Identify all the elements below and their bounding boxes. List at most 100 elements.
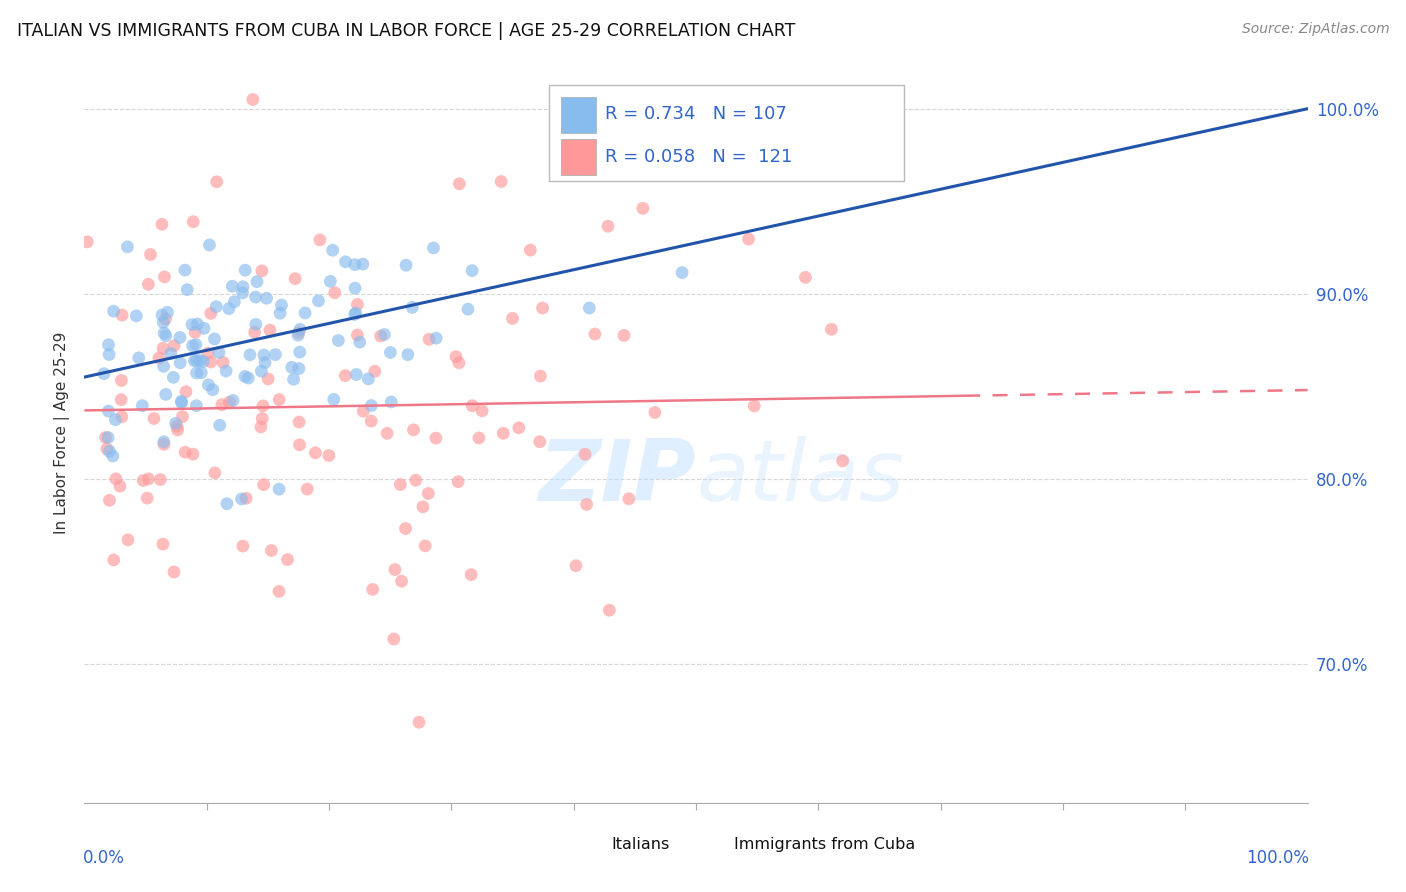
Point xyxy=(117,240,139,254)
Point xyxy=(233,263,256,277)
Point xyxy=(323,285,346,300)
Point xyxy=(269,306,291,320)
Point xyxy=(181,338,204,352)
Point xyxy=(671,266,693,280)
Point xyxy=(831,454,853,468)
Point xyxy=(250,420,273,434)
Point xyxy=(97,404,120,418)
Point xyxy=(246,275,269,289)
Point xyxy=(252,399,274,413)
Point xyxy=(370,329,392,343)
Point xyxy=(288,361,311,376)
Point xyxy=(218,395,240,409)
Point xyxy=(215,497,238,511)
Point xyxy=(211,398,233,412)
Point xyxy=(253,348,276,362)
Point xyxy=(270,298,292,312)
Point xyxy=(152,537,174,551)
Point xyxy=(396,348,419,362)
Point xyxy=(148,351,170,365)
Text: 100.0%: 100.0% xyxy=(1246,848,1309,867)
Point xyxy=(508,421,530,435)
Point xyxy=(165,416,187,430)
Bar xyxy=(702,834,728,855)
Point xyxy=(172,409,194,424)
Point xyxy=(344,306,367,320)
Point xyxy=(184,337,207,351)
Point xyxy=(200,355,222,369)
Point xyxy=(260,543,283,558)
Point xyxy=(96,442,118,456)
Point xyxy=(287,326,309,340)
Point xyxy=(287,328,309,343)
Point xyxy=(501,311,523,326)
Point xyxy=(117,533,139,547)
Point xyxy=(457,302,479,317)
Point xyxy=(197,346,219,360)
Point xyxy=(360,414,382,428)
Point xyxy=(264,348,287,362)
Point xyxy=(245,318,267,332)
Point xyxy=(149,473,172,487)
Point xyxy=(162,370,184,384)
Point xyxy=(335,255,357,269)
Point xyxy=(104,472,127,486)
Point xyxy=(596,219,619,234)
Point xyxy=(820,322,842,336)
Point xyxy=(155,311,177,326)
Point xyxy=(529,434,551,449)
Point xyxy=(492,426,515,441)
Point xyxy=(181,215,204,229)
Point xyxy=(186,317,208,331)
Point xyxy=(176,283,198,297)
Point xyxy=(76,235,98,249)
Point xyxy=(617,491,640,506)
Point xyxy=(284,271,307,285)
Point xyxy=(519,243,541,257)
Point xyxy=(394,522,416,536)
Text: Italians: Italians xyxy=(612,837,669,852)
Point xyxy=(93,367,115,381)
Point xyxy=(413,539,436,553)
Point xyxy=(346,328,368,343)
Point xyxy=(288,345,311,359)
FancyBboxPatch shape xyxy=(550,85,904,181)
Point xyxy=(288,438,311,452)
Point xyxy=(94,430,117,444)
Point xyxy=(644,405,666,419)
Point xyxy=(531,301,554,315)
Point xyxy=(288,415,311,429)
Point xyxy=(380,395,402,409)
Point xyxy=(98,347,121,361)
Point xyxy=(181,447,204,461)
Point xyxy=(138,472,160,486)
Point xyxy=(529,369,551,384)
Point xyxy=(288,322,311,336)
Point xyxy=(461,399,484,413)
Point xyxy=(405,473,427,487)
Point xyxy=(200,306,222,320)
Point xyxy=(152,434,174,449)
Point xyxy=(395,258,418,272)
Point xyxy=(346,297,368,311)
Bar xyxy=(579,834,606,855)
Point xyxy=(373,327,395,342)
Text: atlas: atlas xyxy=(696,435,904,518)
Point xyxy=(170,395,193,409)
Point xyxy=(239,348,262,362)
Point xyxy=(461,263,484,277)
Point xyxy=(380,345,402,359)
Point xyxy=(425,431,447,445)
Point xyxy=(319,274,342,288)
Point xyxy=(447,356,470,370)
Point xyxy=(343,258,366,272)
Point xyxy=(364,364,387,378)
Point xyxy=(186,399,208,413)
Bar xyxy=(561,97,596,133)
Text: ITALIAN VS IMMIGRANTS FROM CUBA IN LABOR FORCE | AGE 25-29 CORRELATION CHART: ITALIAN VS IMMIGRANTS FROM CUBA IN LABOR… xyxy=(17,22,796,40)
Point xyxy=(193,321,215,335)
Point xyxy=(250,264,273,278)
Point xyxy=(737,232,759,246)
Point xyxy=(259,323,281,337)
Point xyxy=(402,423,425,437)
